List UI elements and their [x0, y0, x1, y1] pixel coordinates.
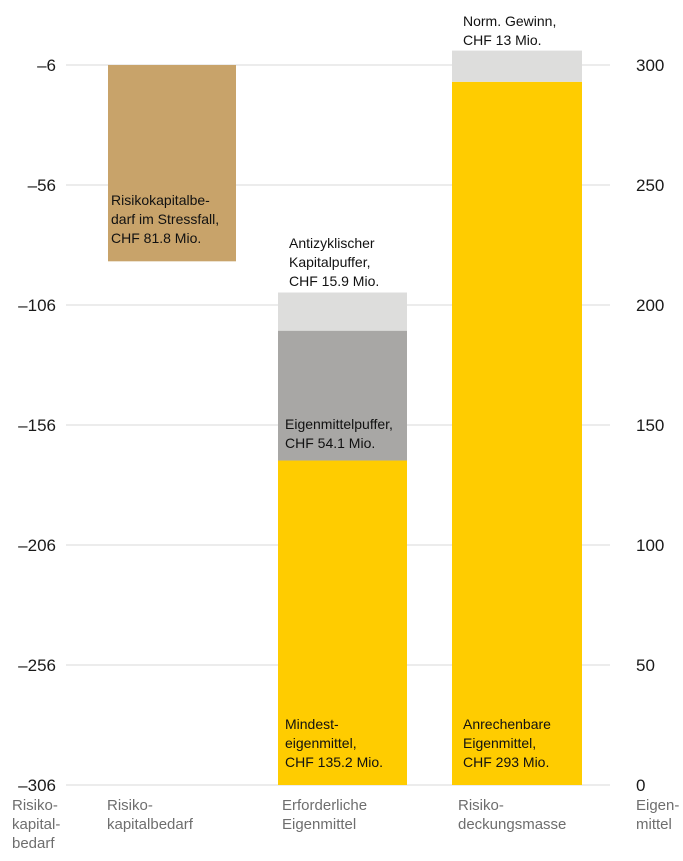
bar-norm-gewinn — [452, 50, 582, 82]
left-tick-label: –256 — [18, 656, 56, 675]
right-tick-label: 250 — [636, 176, 664, 195]
data-label-eigenmittelpuffer: Eigenmittelpuffer, CHF 54.1 Mio. — [285, 416, 393, 451]
category-label: Erforderliche Eigenmittel — [282, 797, 367, 833]
data-label-anrechenbare-eigenmittel: Anrechenbare Eigenmittel, CHF 293 Mio. — [463, 716, 551, 770]
right-tick-label: 200 — [636, 296, 664, 315]
left-tick-label: –6 — [37, 56, 56, 75]
category-label: Risiko-deckungsmasse — [458, 797, 566, 833]
data-label-antizyklischer-kapitalpuffer: Antizyklischer Kapitalpuffer, CHF 15.9 Mio… — [289, 235, 379, 289]
data-label-norm-gewinn: Norm. Gewinn, CHF 13 Mio. — [463, 13, 556, 48]
right-tick-label: 50 — [636, 656, 655, 675]
data-label-risikokapitalbedarf: Risikokapitalbe-darf im Stressfall, CHF 8… — [111, 192, 219, 246]
bar-eigenmittelpuffer — [278, 330, 407, 461]
right-tick-label: 150 — [636, 416, 664, 435]
left-axis-title: Risiko-kapital-bedarf — [12, 797, 60, 852]
left-tick-label: –306 — [18, 776, 56, 795]
bar-antizyklischer-kapitalpuffer — [278, 292, 407, 331]
data-label-mindesteigenmittel: Mindest-eigenmittel, CHF 135.2 Mio. — [285, 716, 383, 770]
bar-mindesteigenmittel — [278, 460, 407, 785]
right-tick-label: 300 — [636, 56, 664, 75]
right-axis-title: Eigen-mittel — [636, 797, 679, 833]
category-labels-layer: Risiko-kapital-bedarf Eigen-mittel Risiko-… — [12, 797, 679, 852]
left-tick-label: –106 — [18, 296, 56, 315]
left-tick-label: –56 — [28, 176, 56, 195]
right-tick-label: 0 — [636, 776, 645, 795]
category-label: Risiko-kapitalbedarf — [107, 797, 194, 833]
bars-layer — [108, 50, 582, 786]
left-tick-label: –156 — [18, 416, 56, 435]
bar-risikokapitalbedarf — [108, 65, 236, 262]
left-tick-label: –206 — [18, 536, 56, 555]
axis-ticks-layer: –6 –56 –106 –156 –206 –256 –306 300 250 200 150 100… — [18, 56, 664, 795]
data-labels-layer: Risikokapitalbe-darf im Stressfall, CHF 8… — [111, 13, 556, 770]
bar-anrechenbare-eigenmittel — [452, 81, 582, 786]
right-tick-label: 100 — [636, 536, 664, 555]
